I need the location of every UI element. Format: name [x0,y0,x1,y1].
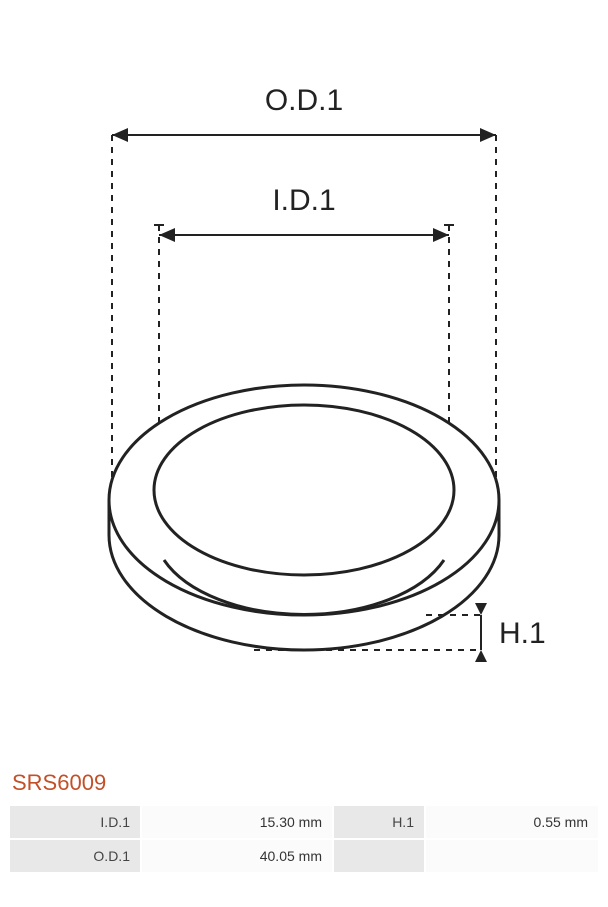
cell-value: 0.55 mm [426,806,598,838]
h-arrow-top [475,603,487,615]
id-arrow-left [159,228,175,242]
cell-label: I.D.1 [10,806,140,838]
ring-diagram: O.D.1 I.D.1 [54,60,554,740]
id-arrow-right [433,228,449,242]
table-row: O.D.1 40.05 mm [10,840,598,872]
cell-label: O.D.1 [10,840,140,872]
od-arrow-left [112,128,128,142]
cell-value-empty [426,840,598,872]
cell-value: 40.05 mm [142,840,332,872]
spec-table: I.D.1 15.30 mm H.1 0.55 mm O.D.1 40.05 m… [8,804,600,874]
ring-inner-top [154,405,454,575]
table-row: I.D.1 15.30 mm H.1 0.55 mm [10,806,598,838]
label-id: I.D.1 [272,184,335,217]
label-h: H.1 [499,617,546,650]
label-od: O.D.1 [265,84,343,117]
od-arrow-right [480,128,496,142]
h-arrow-bottom [475,650,487,662]
cell-label: H.1 [334,806,424,838]
diagram-container: O.D.1 I.D.1 [0,0,608,770]
cell-value: 15.30 mm [142,806,332,838]
cell-label-empty [334,840,424,872]
part-number-title: SRS6009 [0,770,608,804]
